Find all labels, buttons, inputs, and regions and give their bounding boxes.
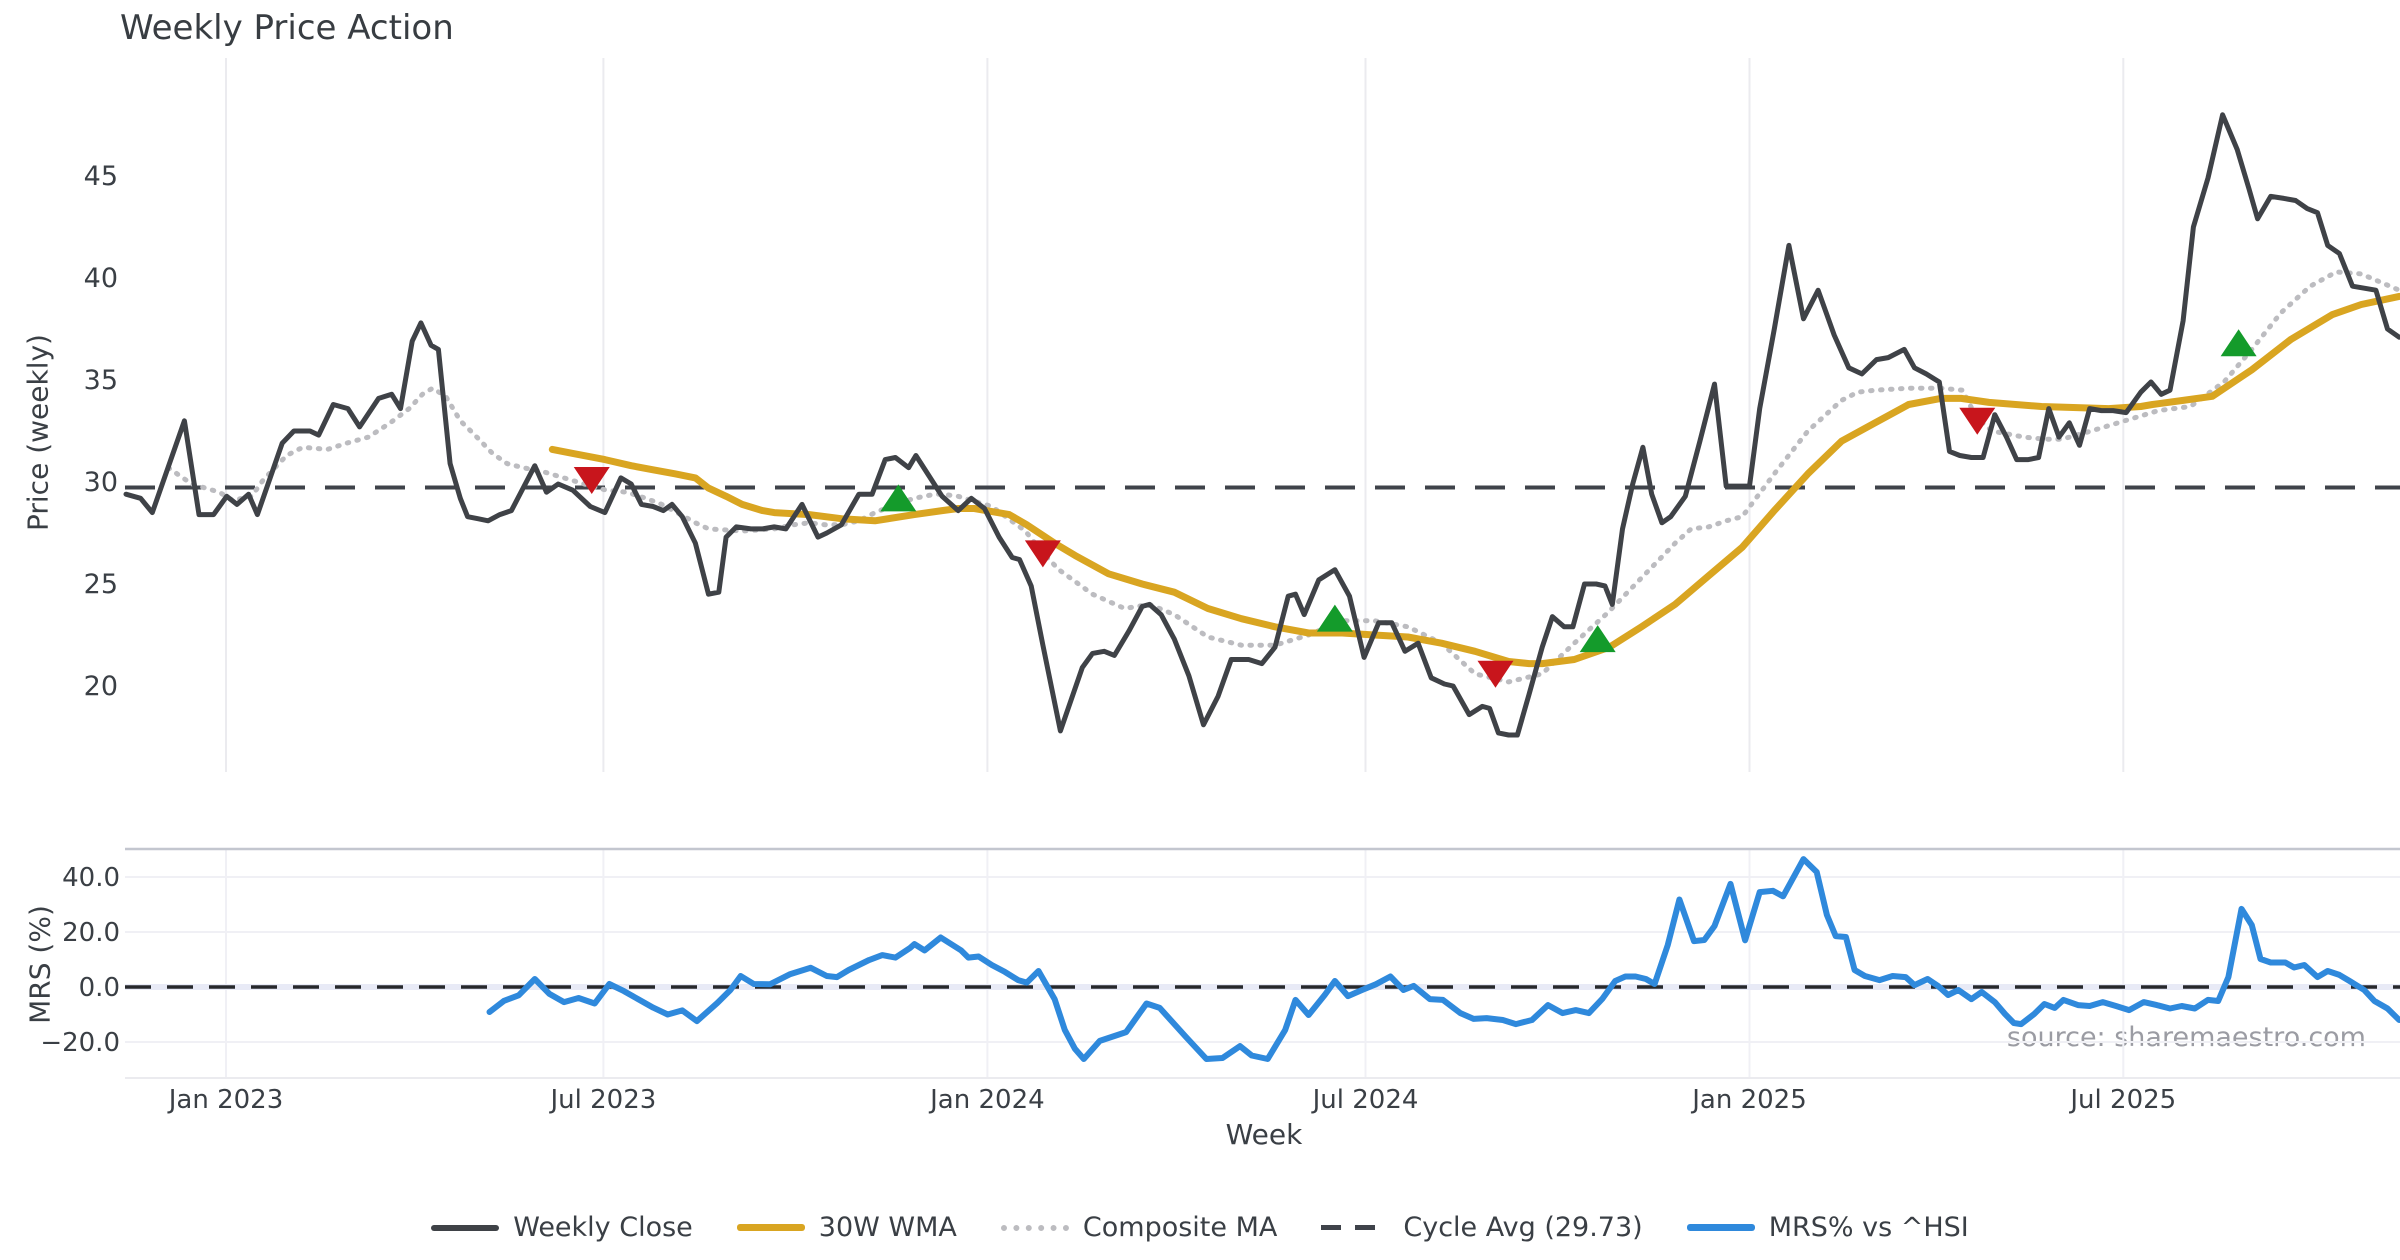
mrs-tick-label: −20.0: [40, 1028, 120, 1058]
wma-30w-line: [548, 292, 2400, 668]
dotted-line-swatch-icon: [1000, 1224, 1069, 1231]
page-title: Weekly Price Action: [120, 8, 454, 48]
weekly-close-line: [123, 112, 2400, 738]
mrs-tick-label: 20.0: [62, 918, 120, 948]
legend-item-composite-ma: Composite MA: [1000, 1212, 1278, 1243]
mrs-tick-label: 40.0: [62, 863, 120, 893]
x-tick-label: Jul 2023: [548, 1085, 656, 1115]
solid-dark-line-swatch-icon: [431, 1224, 500, 1231]
source-watermark: source: sharemaestro.com: [2006, 1022, 2366, 1053]
legend-label: Cycle Avg (29.73): [1403, 1212, 1643, 1243]
sell-marker: [1959, 407, 1996, 435]
sell-marker: [1477, 660, 1514, 688]
price-tick-label: 40: [84, 263, 118, 294]
price-tick-label: 30: [84, 467, 118, 498]
legend-item-cycle-avg-29-73: Cycle Avg (29.73): [1321, 1212, 1643, 1243]
x-tick-label: Jan 2023: [167, 1085, 284, 1115]
legend-label: 30W WMA: [818, 1212, 957, 1243]
price-tick-label: 45: [84, 161, 118, 192]
sell-marker: [573, 466, 610, 494]
mrs-tick-label: 0.0: [79, 973, 120, 1003]
legend-item-30w-wma: 30W WMA: [736, 1212, 957, 1243]
price-tick-label: 35: [84, 365, 118, 396]
solid-blue-line-swatch-icon: [1686, 1224, 1755, 1231]
legend-item-weekly-close: Weekly Close: [431, 1212, 693, 1243]
legend-label: Weekly Close: [513, 1212, 693, 1243]
x-tick-label: Jan 2024: [928, 1085, 1045, 1115]
mrs-line: [486, 856, 2400, 1062]
buy-marker: [880, 484, 917, 512]
x-tick-label: Jan 2025: [1690, 1085, 1807, 1115]
chart-legend: Weekly Close 30W WMA Composite MA Cycle Avg…: [0, 1212, 2400, 1243]
price-tick-label: 20: [84, 671, 118, 702]
buy-marker: [1316, 604, 1353, 632]
buy-marker: [2220, 329, 2257, 357]
solid-gold-line-swatch-icon: [736, 1224, 805, 1231]
dashed-line-swatch-icon: [1321, 1225, 1390, 1230]
x-tick-label: Jul 2024: [1311, 1085, 1419, 1115]
legend-label: Composite MA: [1082, 1212, 1278, 1243]
price-tick-label: 25: [84, 569, 118, 600]
legend-item-mrs-vs-hsi: MRS% vs ^HSI: [1686, 1212, 1969, 1243]
legend-label: MRS% vs ^HSI: [1768, 1212, 1969, 1243]
week-axis-label: Week: [1225, 1118, 1303, 1151]
x-tick-label: Jul 2025: [2068, 1085, 2176, 1115]
buy-marker: [1579, 625, 1616, 653]
sell-marker: [1024, 540, 1061, 568]
